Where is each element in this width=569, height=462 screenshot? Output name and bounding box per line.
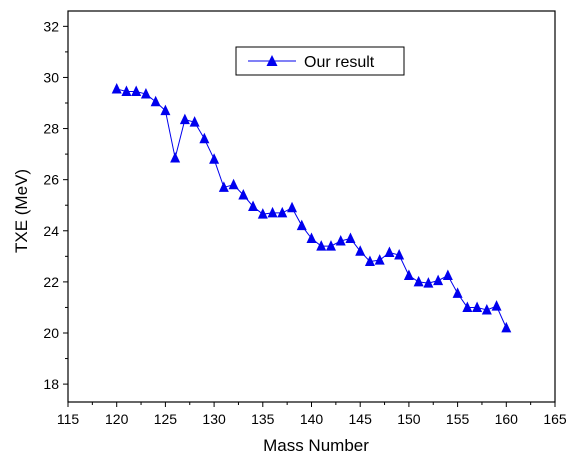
data-point-marker — [404, 270, 414, 281]
x-tick-label: 125 — [154, 411, 178, 427]
data-point-marker — [170, 152, 180, 163]
x-tick-label: 140 — [300, 411, 324, 427]
data-point-marker — [209, 153, 219, 164]
legend: Our result — [236, 47, 404, 75]
data-point-marker — [160, 105, 170, 116]
y-tick-label: 26 — [43, 172, 59, 188]
y-axis-title: TXE (MeV) — [12, 169, 31, 253]
x-tick-label: 145 — [349, 411, 373, 427]
data-point-marker — [316, 240, 326, 251]
data-point-marker — [180, 114, 190, 125]
data-point-marker — [345, 232, 355, 243]
x-tick-label: 150 — [397, 411, 421, 427]
series-line — [117, 89, 507, 328]
y-tick-label: 32 — [43, 18, 59, 34]
data-point-marker — [297, 220, 307, 231]
y-tick-label: 20 — [43, 325, 59, 341]
x-tick-label: 160 — [495, 411, 519, 427]
data-point-marker — [199, 133, 209, 144]
data-point-marker — [151, 96, 161, 107]
data-point-marker — [326, 240, 336, 251]
data-point-marker — [433, 275, 443, 286]
data-point-marker — [268, 207, 278, 218]
x-tick-label: 165 — [543, 411, 567, 427]
data-point-marker — [443, 270, 453, 281]
legend-label: Our result — [304, 54, 375, 71]
data-point-marker — [277, 207, 287, 218]
data-point-marker — [287, 202, 297, 213]
x-axis-ticks: 115 120 125 130 135 140 145 150 155 160 165 — [57, 402, 567, 427]
data-point-marker — [492, 300, 502, 311]
y-tick-label: 24 — [43, 223, 59, 239]
data-point-marker — [375, 254, 385, 264]
data-point-marker — [238, 189, 248, 200]
y-tick-label: 22 — [43, 274, 59, 290]
x-tick-label: 115 — [57, 411, 80, 427]
data-point-marker — [472, 301, 482, 312]
y-tick-label: 28 — [43, 121, 59, 137]
data-point-marker — [453, 287, 463, 298]
y-tick-label: 18 — [43, 376, 59, 392]
x-tick-label: 130 — [202, 411, 226, 427]
x-tick-label: 155 — [446, 411, 470, 427]
data-point-marker — [501, 322, 511, 333]
data-point-marker — [384, 247, 394, 258]
data-point-marker — [131, 86, 141, 97]
data-point-marker — [112, 83, 122, 94]
x-tick-label: 120 — [105, 411, 129, 427]
y-axis-ticks: 18 20 22 24 26 28 30 32 — [43, 18, 68, 392]
data-point-marker — [414, 276, 424, 287]
y-tick-label: 30 — [43, 69, 59, 85]
x-tick-label: 135 — [251, 411, 275, 427]
data-point-marker — [229, 179, 239, 190]
series-layer — [112, 83, 512, 332]
x-axis-title: Mass Number — [263, 436, 369, 455]
